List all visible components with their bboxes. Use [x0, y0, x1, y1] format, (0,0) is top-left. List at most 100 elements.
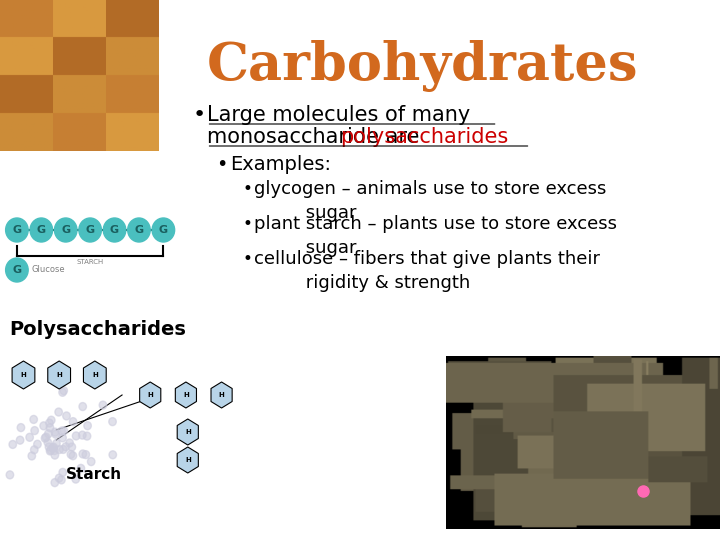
- Circle shape: [109, 417, 117, 426]
- Polygon shape: [177, 447, 198, 473]
- Polygon shape: [12, 361, 35, 389]
- Circle shape: [78, 431, 86, 439]
- Circle shape: [48, 416, 55, 424]
- Circle shape: [41, 434, 49, 442]
- Polygon shape: [84, 361, 107, 389]
- Circle shape: [99, 401, 107, 409]
- Circle shape: [28, 452, 35, 460]
- Circle shape: [51, 428, 59, 436]
- Text: G: G: [135, 225, 143, 235]
- Circle shape: [72, 432, 80, 440]
- Text: Starch: Starch: [66, 467, 122, 482]
- Text: G: G: [61, 225, 71, 235]
- Text: H: H: [219, 392, 225, 398]
- Circle shape: [40, 422, 48, 430]
- Circle shape: [51, 478, 58, 487]
- Circle shape: [79, 218, 102, 242]
- Circle shape: [63, 412, 71, 420]
- Text: G: G: [86, 225, 95, 235]
- Circle shape: [60, 427, 68, 435]
- Text: G: G: [159, 225, 168, 235]
- Circle shape: [127, 218, 150, 242]
- Text: plant starch – plants use to store excess
         sugar: plant starch – plants use to store exces…: [253, 215, 616, 256]
- Circle shape: [44, 438, 52, 447]
- Circle shape: [49, 444, 57, 452]
- Polygon shape: [211, 382, 232, 408]
- Circle shape: [34, 440, 41, 448]
- Text: Polysaccharides: Polysaccharides: [9, 320, 186, 339]
- Text: polysaccharides: polysaccharides: [341, 127, 508, 147]
- Text: STARCH: STARCH: [76, 259, 104, 265]
- Circle shape: [72, 475, 79, 483]
- Text: Glucose: Glucose: [32, 266, 66, 274]
- Circle shape: [79, 450, 86, 458]
- Circle shape: [6, 218, 28, 242]
- Circle shape: [103, 218, 126, 242]
- Circle shape: [45, 430, 52, 438]
- Circle shape: [46, 424, 54, 432]
- Text: monosaccharide are: monosaccharide are: [207, 127, 426, 147]
- Text: •: •: [216, 155, 228, 174]
- Circle shape: [30, 218, 53, 242]
- Circle shape: [152, 218, 175, 242]
- Circle shape: [84, 422, 91, 430]
- Circle shape: [52, 430, 60, 438]
- Circle shape: [45, 419, 53, 427]
- Circle shape: [17, 436, 24, 444]
- Circle shape: [58, 427, 66, 435]
- Text: H: H: [185, 429, 191, 435]
- Circle shape: [109, 451, 117, 459]
- Circle shape: [53, 440, 60, 448]
- Text: cellulose – fibers that give plants their
         rigidity & strength: cellulose – fibers that give plants thei…: [253, 250, 600, 292]
- Text: •: •: [242, 215, 252, 233]
- Text: •: •: [242, 250, 252, 268]
- Circle shape: [67, 450, 75, 458]
- Circle shape: [26, 433, 33, 441]
- Text: H: H: [185, 457, 191, 463]
- Circle shape: [84, 432, 91, 440]
- Circle shape: [59, 388, 66, 396]
- Text: glycogen – animals use to store excess
         sugar: glycogen – animals use to store excess s…: [253, 180, 606, 221]
- Text: Carbohydrates: Carbohydrates: [207, 40, 638, 92]
- Circle shape: [59, 434, 66, 442]
- Circle shape: [55, 474, 63, 482]
- Text: •: •: [192, 105, 206, 125]
- Circle shape: [50, 443, 58, 451]
- Text: H: H: [92, 372, 98, 378]
- Circle shape: [50, 447, 58, 455]
- Polygon shape: [177, 419, 198, 445]
- Circle shape: [58, 476, 66, 484]
- Circle shape: [30, 446, 38, 454]
- Text: H: H: [183, 392, 189, 398]
- Circle shape: [55, 446, 63, 454]
- Polygon shape: [48, 361, 71, 389]
- Circle shape: [47, 446, 55, 454]
- Circle shape: [69, 452, 76, 460]
- Circle shape: [31, 427, 38, 435]
- Text: H: H: [56, 372, 62, 378]
- Circle shape: [68, 443, 76, 451]
- Circle shape: [42, 433, 50, 441]
- Circle shape: [6, 258, 28, 282]
- Circle shape: [45, 443, 53, 451]
- Circle shape: [60, 446, 67, 454]
- Circle shape: [17, 423, 24, 431]
- Circle shape: [6, 471, 14, 479]
- Circle shape: [87, 457, 95, 465]
- Circle shape: [46, 447, 54, 455]
- Circle shape: [66, 439, 73, 447]
- Text: H: H: [148, 392, 153, 398]
- Text: G: G: [12, 225, 22, 235]
- Text: G: G: [110, 225, 119, 235]
- Circle shape: [51, 451, 58, 459]
- Circle shape: [60, 387, 68, 395]
- Polygon shape: [140, 382, 161, 408]
- Text: G: G: [37, 225, 46, 235]
- Polygon shape: [176, 382, 197, 408]
- Circle shape: [55, 218, 77, 242]
- Circle shape: [79, 402, 86, 410]
- Circle shape: [82, 451, 89, 458]
- Text: H: H: [21, 372, 27, 378]
- Circle shape: [9, 441, 17, 448]
- Circle shape: [30, 415, 37, 423]
